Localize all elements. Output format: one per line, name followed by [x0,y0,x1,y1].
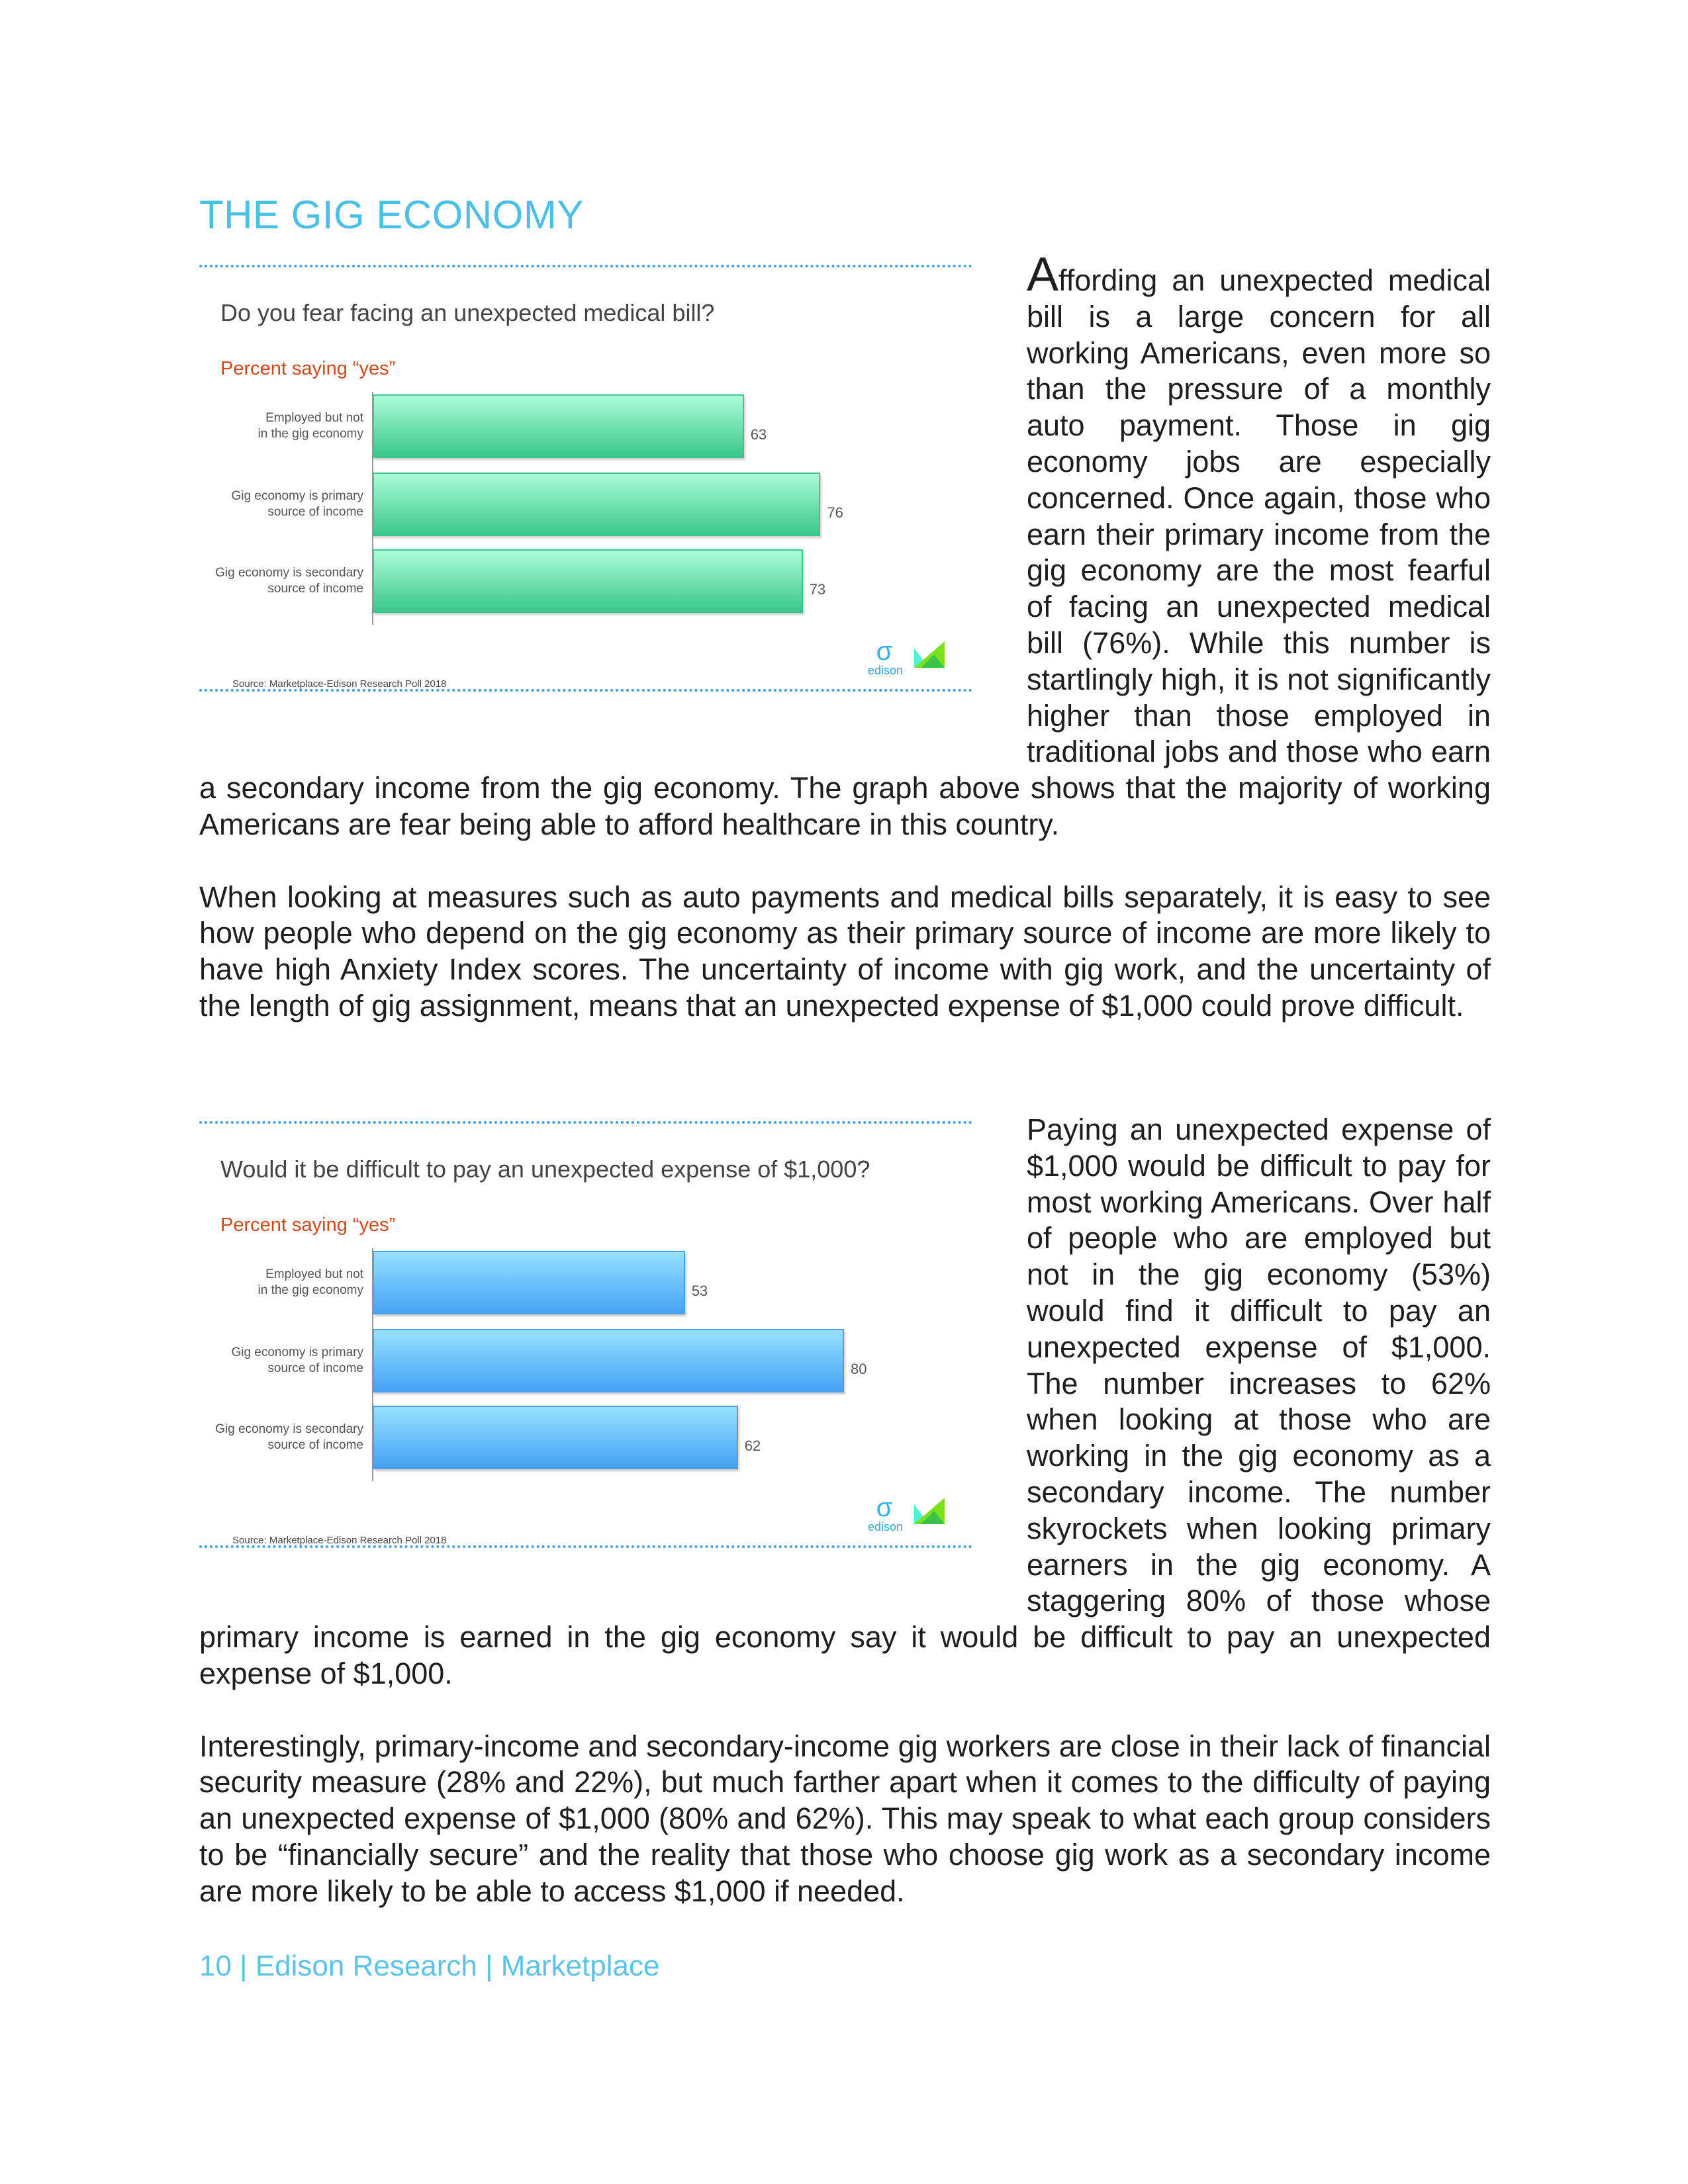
bar [373,1251,685,1314]
chart-unexpected-expense: Would it be difficult to pay an unexpect… [199,1121,972,1548]
page-title: THE GIG ECONOMY [199,193,584,237]
bar [373,1406,738,1469]
chart-source: Source: Marketplace-Edison Research Poll… [232,678,447,690]
category-label: Gig economy is secondary source of income [199,565,363,597]
category-label-line: Gig economy is secondary [215,1422,363,1436]
category-label-line: Employed but not [265,411,363,425]
edison-logo: σ edison [868,1493,904,1533]
category-label: Employed but not in the gig economy [199,1267,364,1298]
category-label: Gig economy is secondary source of income [199,1422,363,1453]
category-label-line: source of income [267,1438,363,1452]
category-label-line: Employed but not [265,1267,363,1281]
paragraph-1: Affording an unexpected medical bill is … [199,248,1491,841]
bar [373,473,821,536]
category-label-line: in the gig economy [258,1283,364,1297]
page-footer: 10 | Edison Research | Marketplace [199,1950,660,1982]
data-label: 63 [750,426,767,443]
paragraph-4: Interestingly, primary-income and second… [199,1729,1491,1908]
edison-logo-text: edison [868,1520,904,1533]
category-label: Gig economy is primary source of income [199,488,363,520]
category-label: Gig economy is primary source of income [199,1345,363,1377]
edison-logo-text: edison [868,664,904,677]
data-label: 73 [809,581,826,598]
bar [373,1329,844,1392]
data-label: 62 [744,1437,761,1454]
category-label-line: Gig economy is primary [231,1345,363,1359]
category-label-line: Gig economy is secondary [215,566,363,580]
category-label: Employed but not in the gig economy [199,410,364,442]
chart-subtitle: Percent saying “yes” [220,358,396,379]
data-label: 80 [851,1361,867,1377]
bar [373,394,744,458]
marketplace-logo-mark-icon [914,1498,945,1524]
paragraph-3: Paying an unexpected expense of $1,000 w… [199,1113,1491,1690]
bar [373,549,803,613]
edison-logo-mark-icon: σ [876,1493,893,1522]
edison-logo: σ edison [868,637,904,677]
edison-logo-mark-icon: σ [876,637,893,666]
marketplace-logo-icon [914,641,945,672]
data-label: 76 [827,504,843,521]
chart-source: Source: Marketplace-Edison Research Poll… [232,1535,447,1546]
chart-subtitle: Percent saying “yes” [220,1214,396,1236]
category-label-line: source of income [267,1361,363,1375]
category-label-line: source of income [267,505,363,519]
category-label-line: Gig economy is primary [231,489,363,503]
marketplace-logo-icon [914,1498,945,1528]
drop-cap: A [1027,248,1059,301]
marketplace-logo-mark-icon [914,641,945,668]
chart-float: Do you fear facing an unexpected medical… [199,261,1027,735]
chart-medical-bill: Do you fear facing an unexpected medical… [199,265,972,692]
paragraph-2: When looking at measures such as auto pa… [199,880,1491,1023]
category-label-line: source of income [267,582,363,596]
chart-title: Do you fear facing an unexpected medical… [220,299,715,326]
chart-float: Would it be difficult to pay an unexpect… [199,1112,1027,1586]
section-expense: Would it be difficult to pay an unexpect… [199,1112,1491,1946]
category-label-line: in the gig economy [258,427,364,441]
section-medical: Do you fear facing an unexpected medical… [199,248,1491,1061]
data-label: 53 [691,1283,708,1299]
chart-title: Would it be difficult to pay an unexpect… [220,1156,870,1183]
